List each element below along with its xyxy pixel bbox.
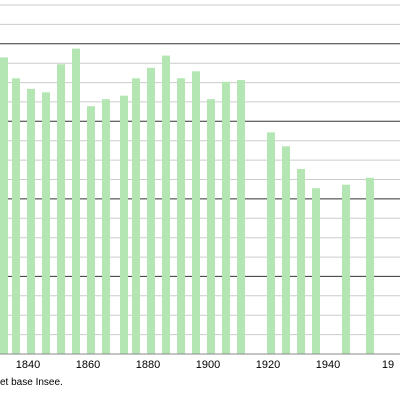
bar <box>27 88 35 355</box>
bar <box>342 184 350 354</box>
x-tick-label: 1920 <box>256 359 280 371</box>
bar <box>207 99 215 354</box>
source-note: et base Insee. <box>0 377 63 388</box>
bar <box>222 81 230 355</box>
x-tick-label: 1840 <box>16 359 40 371</box>
bar <box>366 177 374 354</box>
bar <box>237 80 245 354</box>
x-tick-label: 1940 <box>316 359 340 371</box>
x-tick-label: 1860 <box>76 359 100 371</box>
bar <box>102 99 110 354</box>
x-tick-label: 19 <box>382 359 394 371</box>
x-tick-labels: 1840 1860 1880 1900 1920 1940 19 <box>16 359 394 371</box>
bar <box>312 188 320 354</box>
bar <box>267 132 275 354</box>
bar <box>132 78 140 355</box>
bar <box>12 78 20 355</box>
bar <box>120 95 128 354</box>
bar <box>192 71 200 355</box>
x-tick-label: 1880 <box>136 359 160 371</box>
bar <box>147 67 155 355</box>
bars <box>0 48 374 355</box>
bar <box>177 78 185 355</box>
bar <box>162 55 170 354</box>
bar <box>282 146 290 354</box>
bar <box>0 57 8 355</box>
bar <box>87 106 95 354</box>
bar <box>72 48 80 354</box>
x-tick-label: 1900 <box>196 359 220 371</box>
bar <box>57 64 65 355</box>
bar <box>42 92 50 355</box>
bar <box>297 169 305 354</box>
